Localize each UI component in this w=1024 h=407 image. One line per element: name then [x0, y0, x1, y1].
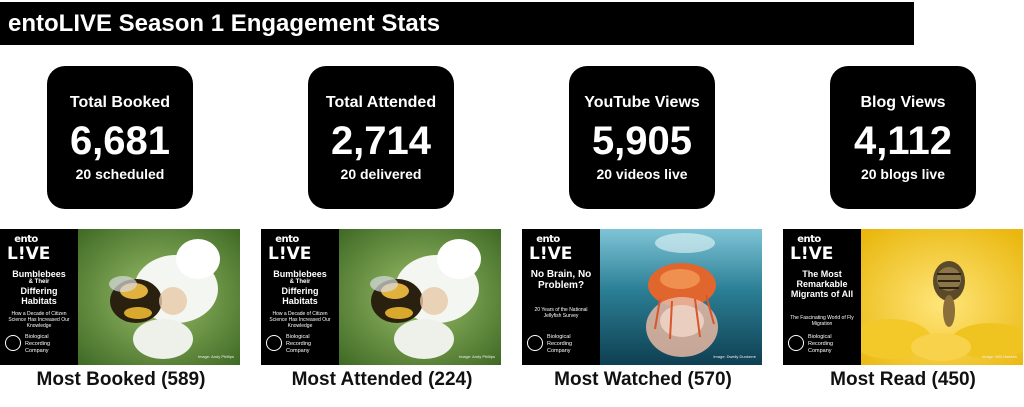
entolive-logo: ento L!VE — [7, 234, 51, 264]
stat-card-youtube-views: YouTube Views 5,905 20 videos live — [569, 66, 715, 209]
page-title: entoLIVE Season 1 Engagement Stats — [0, 2, 914, 45]
thumbnail-most-watched[interactable]: ento L!VE No Brain, No Problem? 20 Years… — [522, 229, 762, 365]
thumbnail-most-attended[interactable]: ento L!VE Bumblebees & Their Differing H… — [261, 229, 501, 365]
thumbnail-most-read[interactable]: ento L!VE The Most Remarkable Migrants o… — [783, 229, 1023, 365]
thumbnail-title: No Brain, No Problem? — [530, 269, 592, 291]
thumbnail-title: Bumblebees & Their Differing Habitats — [12, 269, 66, 306]
caption-most-attended: Most Attended (224) — [291, 369, 473, 390]
stat-value: 2,714 — [330, 119, 432, 163]
stat-sub: 20 delivered — [340, 166, 422, 182]
magnifier-icon — [527, 335, 543, 351]
thumbnail-text-panel: ento L!VE Bumblebees & Their Differing H… — [261, 229, 339, 365]
stat-sub: 20 scheduled — [75, 166, 165, 182]
image-credit: Image: Will Hawkes — [981, 354, 1017, 359]
magnifier-icon — [788, 335, 804, 351]
thumbnail-text-panel: ento L!VE Bumblebees & Their Differing H… — [0, 229, 78, 365]
image-credit: Image: Andy Phillips — [197, 354, 234, 359]
magnifier-icon — [266, 335, 282, 351]
stat-label: YouTube Views — [584, 94, 700, 111]
caption-most-read: Most Read (450) — [830, 369, 976, 390]
thumbnail-most-booked[interactable]: ento L!VE Bumblebees & Their Differing H… — [0, 229, 240, 365]
thumbnail-title: The Most Remarkable Migrants of All — [790, 269, 854, 299]
stat-label: Blog Views — [860, 94, 946, 111]
thumbnail-description: 20 Years of the National Jellyfish Surve… — [534, 307, 588, 319]
stat-label: Total Attended — [325, 94, 437, 111]
stat-value: 6,681 — [69, 119, 171, 163]
entolive-logo: ento L!VE — [790, 234, 834, 264]
stat-sub: 20 blogs live — [860, 166, 946, 182]
thumbnail-description: The Fascinating World of Fly Migration — [790, 315, 854, 327]
stat-card-total-attended: Total Attended 2,714 20 delivered — [308, 66, 454, 209]
caption-most-watched: Most Watched (570) — [554, 369, 732, 390]
stat-sub: 20 videos live — [596, 166, 688, 182]
hoverfly-image — [861, 229, 1023, 365]
thumbnail-title: Bumblebees & Their Differing Habitats — [273, 269, 327, 306]
brc-logo: Biological Recording Company — [788, 333, 858, 355]
bumblebee-image — [339, 229, 501, 365]
thumbnail-text-panel: ento L!VE No Brain, No Problem? 20 Years… — [522, 229, 600, 365]
thumbnail-description: How a Decade of Citizen Science Has Incr… — [8, 311, 70, 329]
image-credit: Image: Andy Phillips — [458, 354, 495, 359]
thumbnail-description: How a Decade of Citizen Science Has Incr… — [269, 311, 331, 329]
brc-logo: Biological Recording Company — [266, 333, 336, 355]
brc-logo: Biological Recording Company — [5, 333, 75, 355]
stat-card-blog-views: Blog Views 4,112 20 blogs live — [830, 66, 976, 209]
stat-label: Total Booked — [69, 94, 171, 111]
thumbnail-text-panel: ento L!VE The Most Remarkable Migrants o… — [783, 229, 861, 365]
stat-value: 4,112 — [854, 119, 952, 163]
bumblebee-image — [78, 229, 240, 365]
brc-logo: Biological Recording Company — [527, 333, 597, 355]
entolive-logo: ento L!VE — [529, 234, 573, 264]
jellyfish-image — [600, 229, 762, 365]
stat-value: 5,905 — [591, 119, 693, 163]
magnifier-icon — [5, 335, 21, 351]
image-credit: Image: Dwelly Dunkerre — [713, 354, 756, 359]
entolive-logo: ento L!VE — [268, 234, 312, 264]
caption-most-booked: Most Booked (589) — [36, 369, 206, 390]
stat-card-total-booked: Total Booked 6,681 20 scheduled — [47, 66, 193, 209]
